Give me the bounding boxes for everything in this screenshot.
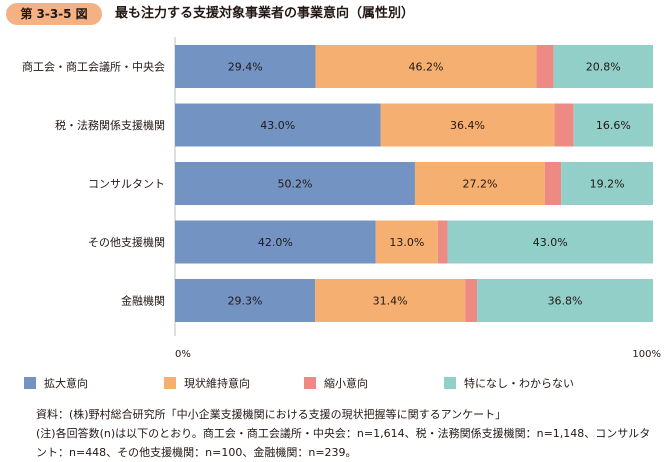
category-label: その他支援機関 — [88, 235, 165, 249]
x-tick-label: 100% — [632, 349, 661, 360]
stacked-bar-chart: 商工会・商工会議所・中央会 29.4% 46.2% 20.8% 税・法務関係支援機関 43… — [22, 37, 661, 390]
bar-segment — [536, 45, 554, 88]
bar-segment — [561, 162, 653, 205]
data-label: 43.0% — [260, 119, 295, 132]
bar-segment — [477, 279, 653, 322]
bar-segment — [175, 103, 381, 147]
respondents-note-line-2: ント：n=448、その他支援機関：n=100、金融機関：n=239。 — [36, 446, 357, 459]
respondents-note-line-1: (注)各回答数(n)は以下のとおり。商工会・商工会議所・中央会：n=1,614、… — [36, 427, 651, 440]
data-label: 20.8% — [586, 61, 621, 74]
data-label: 50.2% — [278, 178, 313, 191]
bar-segment — [175, 45, 316, 88]
bar-segment — [175, 279, 316, 322]
bar-segment — [315, 45, 537, 88]
source-note: 資料：(株)野村総合研究所「中小企業支援機関における支援の現状把握等に関するアン… — [36, 408, 507, 421]
data-label: 16.6% — [596, 119, 631, 132]
data-label: 13.0% — [389, 236, 424, 249]
bar-segment — [380, 103, 555, 147]
bar-segment — [554, 103, 574, 147]
bar-segment — [573, 103, 653, 147]
data-label: 19.2% — [590, 178, 625, 191]
category-label: コンサルタント — [88, 178, 165, 191]
bar-segment — [315, 279, 466, 322]
data-label: 31.4% — [373, 295, 408, 308]
category-label: 金融機関 — [121, 294, 165, 308]
bar-segment — [465, 279, 478, 322]
legend-label: 拡大意向 — [44, 376, 88, 390]
data-label: 36.4% — [450, 119, 485, 132]
x-tick-label: 0% — [175, 349, 191, 360]
legend-swatch — [444, 377, 456, 389]
bar-segment — [175, 220, 376, 264]
bar-segment — [175, 162, 415, 205]
bar-segment — [375, 220, 438, 264]
bar-segment — [437, 220, 448, 264]
bar-segment — [544, 162, 562, 205]
data-label: 27.2% — [462, 178, 497, 191]
legend-label: 特になし・わからない — [464, 376, 574, 390]
bar-segment — [447, 220, 653, 264]
figure-number-badge: 第 3-3-5 図 — [6, 3, 102, 25]
data-label: 29.4% — [228, 61, 263, 74]
data-label: 36.8% — [548, 295, 583, 308]
chart-title: 最も注力する支援対象事業者の事業意向（属性別） — [115, 6, 415, 21]
legend-label: 縮小意向 — [324, 376, 368, 390]
legend-swatch — [24, 377, 36, 389]
category-label: 税・法務関係支援機関 — [55, 118, 165, 132]
data-label: 43.0% — [533, 236, 568, 249]
legend-label: 現状維持意向 — [184, 376, 250, 390]
data-label: 46.2% — [408, 61, 443, 74]
chart-notes: 資料：(株)野村総合研究所「中小企業支援機関における支援の現状把握等に関するアン… — [36, 405, 656, 462]
legend-swatch — [164, 377, 176, 389]
bar-segment — [414, 162, 545, 205]
bar-segment — [553, 45, 653, 88]
category-label: 商工会・商工会議所・中央会 — [22, 60, 165, 74]
data-label: 29.3% — [228, 295, 263, 308]
data-label: 42.0% — [258, 236, 293, 249]
legend-swatch — [304, 377, 316, 389]
